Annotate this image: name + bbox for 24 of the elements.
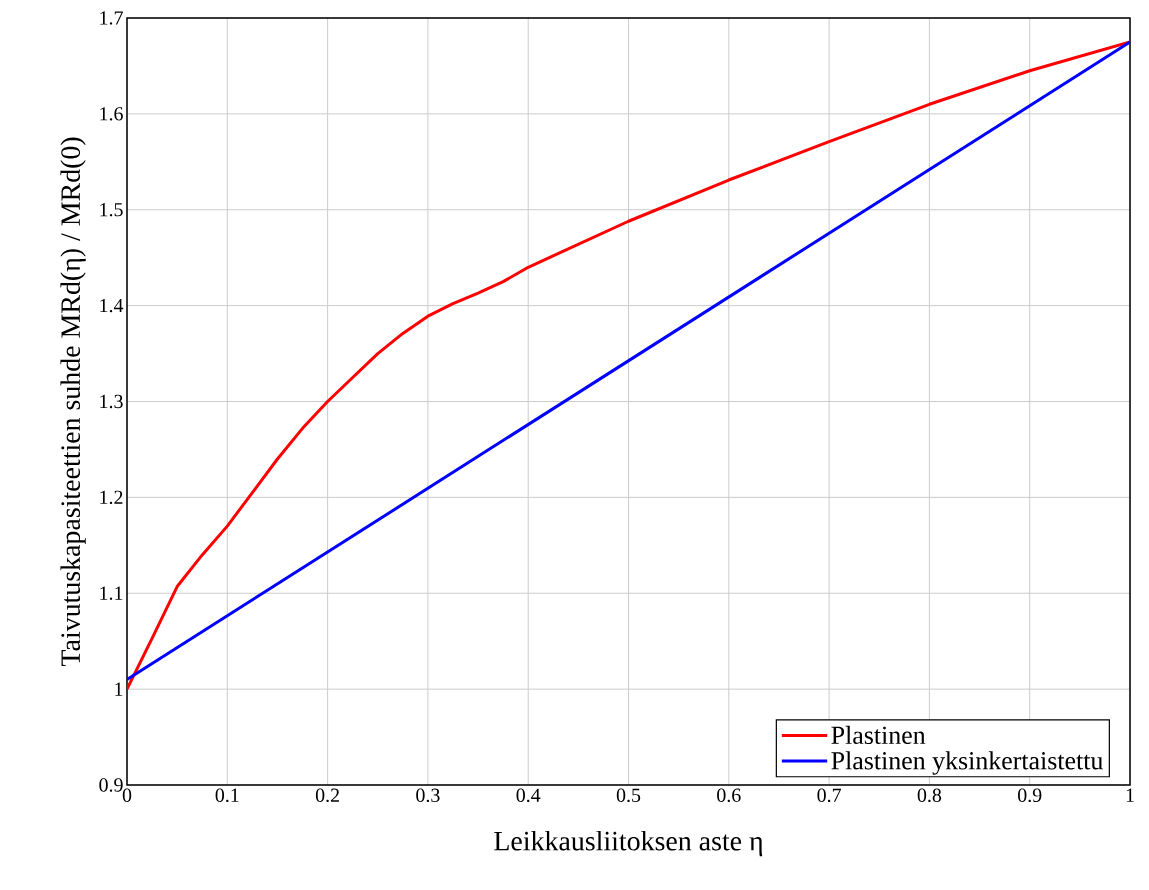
y-tick-label: 1.4: [100, 298, 124, 313]
x-tick-label: 0.2: [315, 788, 339, 803]
x-tick-label: 0.6: [717, 788, 741, 803]
y-tick-label: 1.3: [100, 394, 123, 409]
legend-label: Plastinen: [831, 725, 926, 745]
legend-label: Plastinen yksinkertaistettu: [831, 751, 1103, 775]
x-tick-label: 0.8: [917, 788, 942, 803]
x-tick-label: 0.4: [516, 788, 541, 803]
x-tick-label: 0.3: [416, 788, 440, 803]
y-tick-label: 1.1: [100, 586, 123, 600]
y-tick-label: 1.7: [100, 11, 123, 25]
y-tick-label: 1.5: [100, 203, 123, 217]
x-tick-label: 0.1: [215, 788, 239, 803]
x-tick-label: 0.5: [616, 788, 641, 803]
x-tick-label: 0: [122, 788, 132, 802]
y-axis-title: Taivutuskapasiteettien suhde MRd(η) / MRd(0): [60, 137, 86, 667]
y-tick-label: 1: [115, 682, 123, 696]
y-tick-label: 0.9: [99, 778, 123, 792]
y-tick-label: 1.6: [100, 107, 123, 121]
x-tick-label: 1: [1126, 788, 1134, 802]
y-tick-label: 1.2: [100, 490, 123, 505]
x-axis-title: Leikkausliitoksen aste η: [494, 830, 763, 857]
x-tick-label: 0.7: [817, 788, 841, 803]
x-tick-label: 0.9: [1018, 788, 1042, 803]
